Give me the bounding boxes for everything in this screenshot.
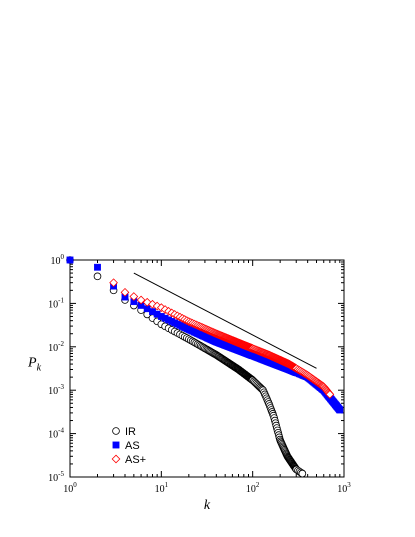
y-tick-label: 10-1	[48, 296, 64, 310]
data-point	[298, 469, 307, 478]
data-point	[325, 390, 335, 399]
data-point	[66, 256, 74, 264]
legend-marker	[112, 427, 120, 435]
legend-label: AS+	[125, 454, 146, 466]
data-point	[129, 292, 139, 301]
data-point	[152, 301, 162, 311]
plot-frame	[69, 259, 345, 478]
reference-line	[133, 272, 317, 369]
legend-marker	[112, 441, 120, 449]
reference-slope-line	[133, 272, 317, 369]
data-point	[142, 297, 152, 307]
legend-marker	[111, 454, 121, 464]
plot-border	[69, 259, 345, 478]
series-as	[66, 256, 344, 414]
y-tick-label: 10-3	[48, 383, 64, 397]
data-point	[94, 263, 101, 271]
x-tick-label: 100	[63, 481, 77, 495]
y-tick-label: 10-2	[48, 340, 64, 354]
y-tick-label: 100	[51, 253, 65, 267]
data-point	[93, 272, 102, 281]
data-markers	[66, 256, 344, 478]
legend: IR AS AS+	[111, 426, 146, 466]
series-ir	[66, 256, 307, 478]
x-tick-label: 103	[337, 481, 351, 495]
data-point	[109, 278, 118, 288]
legend-label: AS	[125, 440, 140, 452]
x-axis-label: k	[204, 498, 211, 513]
legend-label: IR	[125, 426, 136, 438]
data-point	[336, 406, 344, 414]
y-axis-label: Pk	[27, 356, 42, 374]
y-tick-label: 10-4	[48, 427, 64, 441]
x-tick-label: 102	[246, 481, 260, 495]
series-as-plus	[109, 278, 335, 399]
data-point	[120, 287, 130, 297]
data-point	[136, 295, 146, 305]
x-tick-label: 101	[155, 481, 169, 495]
data-point	[156, 303, 166, 312]
y-tick-label: 10-5	[48, 470, 64, 484]
